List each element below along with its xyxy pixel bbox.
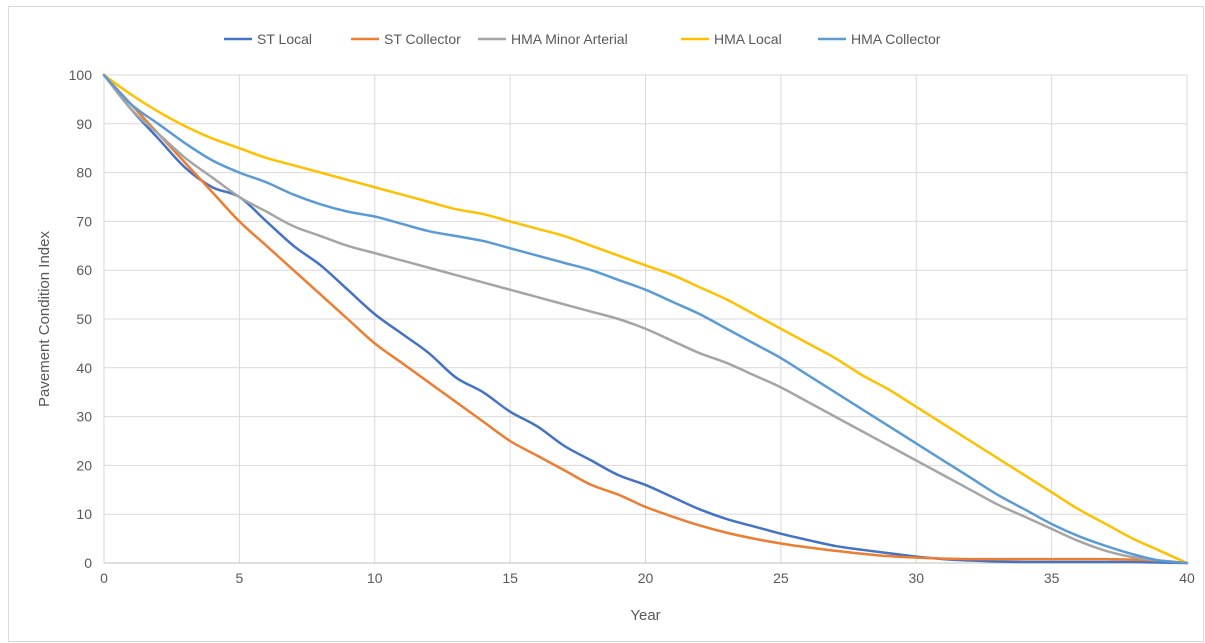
legend: ST Local ST Collector HMA Minor Arterial HM…	[224, 31, 941, 47]
y-tick-label: 100	[69, 67, 93, 83]
y-tick-label: 40	[76, 360, 92, 376]
legend-label: ST Collector	[384, 31, 461, 47]
x-tick-label: 5	[235, 570, 243, 586]
legend-label: ST Local	[257, 31, 312, 47]
series-line-hma-collector	[102, 73, 1189, 565]
y-axis-title: Pavement Condition Index	[36, 231, 53, 407]
y-tick-label: 30	[76, 409, 92, 425]
axes	[103, 75, 1187, 564]
series-line-st-collector	[102, 73, 1189, 565]
x-tick-labels: 0 5 10 15 20 25 30 35 40	[100, 570, 1195, 586]
series-line-hma-minor-arterial	[102, 73, 1189, 565]
x-tick-label: 30	[908, 570, 924, 586]
x-tick-label: 0	[100, 570, 108, 586]
y-tick-label: 0	[84, 555, 92, 571]
y-tick-labels: 0 10 20 30 40 50 60 70 80 90 100	[69, 67, 93, 571]
x-axis-title: Year	[630, 607, 660, 624]
y-tick-label: 60	[76, 262, 92, 278]
gridlines	[104, 74, 1188, 563]
legend-item-hma-local: HMA Local	[681, 31, 782, 47]
y-tick-label: 50	[76, 311, 92, 327]
x-tick-label: 40	[1179, 570, 1195, 586]
legend-item-hma-minor-arterial: HMA Minor Arterial	[478, 31, 628, 47]
y-tick-label: 90	[76, 116, 92, 132]
y-tick-label: 70	[76, 213, 92, 229]
legend-label: HMA Local	[714, 31, 782, 47]
legend-label: HMA Minor Arterial	[511, 31, 628, 47]
series-line-hma-local	[102, 73, 1189, 565]
y-tick-label: 10	[76, 506, 92, 522]
x-tick-label: 25	[773, 570, 789, 586]
y-tick-label: 20	[76, 457, 92, 473]
y-tick-label: 80	[76, 165, 92, 181]
series-line-st-local	[102, 73, 1189, 565]
x-tick-label: 20	[638, 570, 654, 586]
legend-label: HMA Collector	[851, 31, 941, 47]
x-tick-label: 15	[502, 570, 518, 586]
legend-item-st-local: ST Local	[224, 31, 312, 47]
chart-frame	[8, 6, 1204, 642]
x-tick-label: 35	[1044, 570, 1060, 586]
series-lines	[102, 73, 1189, 565]
legend-item-hma-collector: HMA Collector	[818, 31, 941, 47]
x-tick-label: 10	[367, 570, 383, 586]
legend-item-st-collector: ST Collector	[351, 31, 461, 47]
